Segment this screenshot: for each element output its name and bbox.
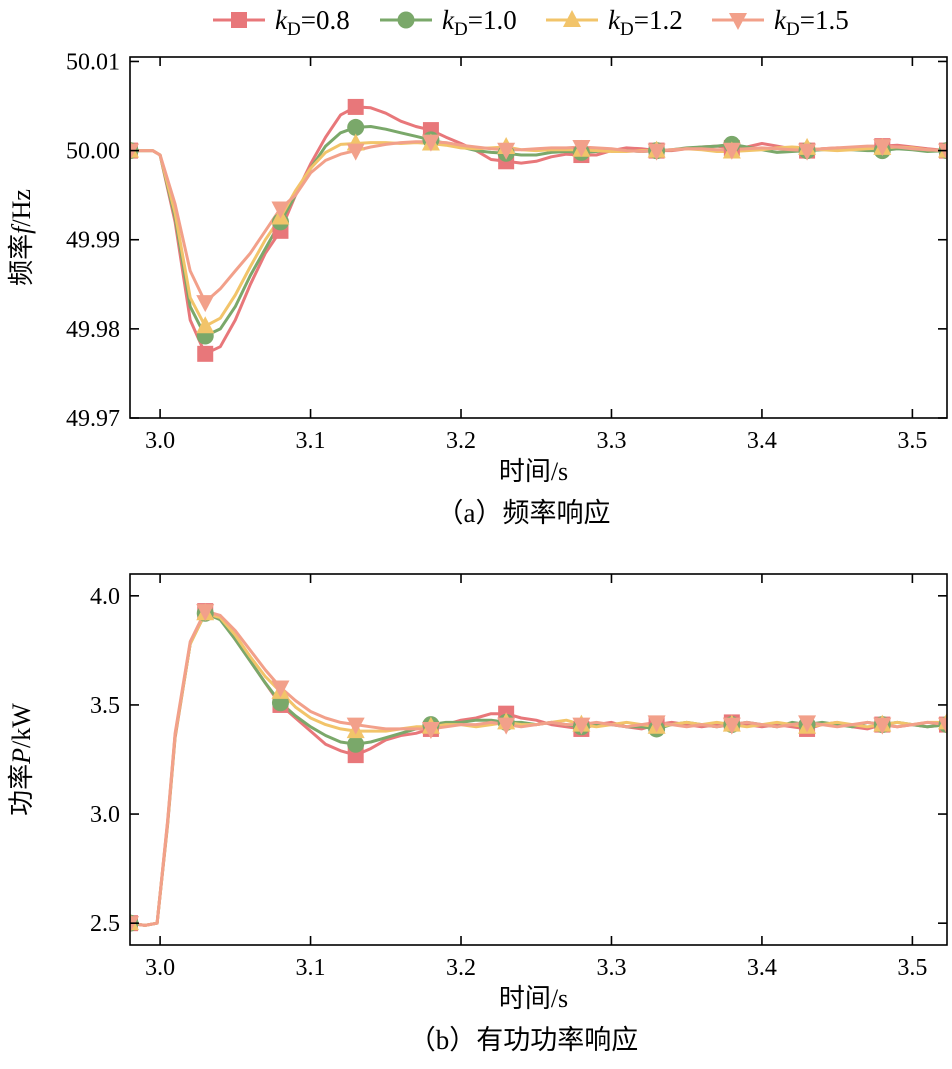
y-axis-label: 频率f/Hz [7, 189, 36, 286]
data-point-marker [196, 604, 215, 622]
x-axis-label: 时间/s [499, 984, 568, 1013]
legend-entry: kD=1.5 [712, 5, 849, 40]
y-tick-label: 49.98 [66, 317, 120, 343]
data-point-marker [497, 717, 516, 735]
data-point-marker [271, 201, 290, 219]
data-point-marker [421, 134, 440, 152]
plot-frame [129, 573, 948, 946]
data-point-marker [873, 139, 892, 157]
legend-entry: kD=1.2 [546, 5, 683, 40]
data-point-marker [572, 140, 591, 158]
data-point-marker [347, 98, 364, 115]
x-tick-label: 3.0 [145, 428, 175, 454]
data-point-marker [647, 143, 666, 161]
series-line-1 [130, 125, 947, 338]
data-point-marker [572, 717, 591, 735]
legend-label: kD=1.0 [442, 5, 517, 40]
data-point-marker [497, 142, 516, 160]
legend-marker [563, 10, 581, 27]
plot-frame [129, 56, 948, 419]
y-tick-label: 3.5 [90, 693, 120, 719]
data-point-marker [722, 717, 741, 735]
y-tick-label: 49.99 [66, 228, 120, 254]
data-point-marker [938, 143, 947, 161]
x-tick-label: 3.5 [897, 955, 927, 981]
data-point-marker [130, 916, 139, 934]
x-tick-label: 3.1 [296, 428, 326, 454]
series-line-2 [130, 611, 947, 927]
data-point-marker [196, 295, 215, 313]
legend-entry: kD=0.8 [213, 5, 350, 40]
x-tick-label: 3.3 [596, 428, 626, 454]
data-point-marker [271, 680, 290, 698]
series-line-2 [130, 141, 947, 328]
active-power-response-chart: 3.0 3.1 3.2 3.3 3.4 3.5 2.5 3.0 3.5 4.0 功率P/kW 时间… [7, 573, 948, 1055]
y-tick-label: 4.0 [90, 584, 120, 610]
panel-caption: （b）有功功率响应 [409, 1025, 639, 1055]
data-point-marker [196, 316, 215, 334]
legend-marker [231, 12, 247, 28]
legend: kD=0.8 kD=1.0 kD=1.2 kD=1.5 [213, 5, 849, 40]
data-point-marker [197, 345, 214, 362]
y-tick-label: 50.01 [66, 49, 120, 75]
x-tick-label: 3.2 [446, 955, 476, 981]
x-axis-label: 时间/s [499, 457, 568, 486]
legend-marker [729, 13, 747, 30]
legend-entry: kD=1.0 [380, 5, 517, 40]
data-point-marker [798, 715, 817, 733]
frequency-response-chart: 3.0 3.1 3.2 3.3 3.4 3.5 49.97 49.98 49.99 50.00 50… [7, 49, 948, 528]
x-tick-label: 3.3 [596, 955, 626, 981]
legend-marker [397, 11, 415, 29]
x-tick-label: 3.4 [747, 955, 777, 981]
x-tick-label: 3.1 [296, 955, 326, 981]
data-point-marker [798, 143, 817, 161]
data-point-marker [421, 721, 440, 739]
legend-label: kD=0.8 [275, 5, 350, 40]
data-point-marker [130, 143, 139, 161]
panel-caption: （a）频率响应 [437, 498, 611, 528]
data-point-marker [346, 143, 365, 161]
data-point-marker [347, 118, 365, 136]
x-tick-label: 3.2 [446, 428, 476, 454]
data-point-marker [347, 735, 365, 753]
data-point-marker [873, 717, 892, 735]
y-tick-label: 3.0 [90, 802, 120, 828]
y-tick-label: 2.5 [90, 911, 120, 937]
y-tick-label: 50.00 [66, 139, 120, 165]
legend-label: kD=1.2 [608, 5, 683, 40]
series-line-0 [130, 105, 947, 356]
x-tick-label: 3.4 [747, 428, 777, 454]
y-axis-label: 功率P/kW [7, 703, 36, 816]
data-point-marker [938, 717, 947, 735]
x-tick-label: 3.0 [145, 955, 175, 981]
data-point-marker [722, 142, 741, 160]
y-tick-label: 49.97 [66, 406, 120, 432]
x-tick-label: 3.5 [897, 428, 927, 454]
legend-label: kD=1.5 [774, 5, 849, 40]
data-point-marker [647, 715, 666, 733]
data-point-marker [346, 717, 365, 735]
